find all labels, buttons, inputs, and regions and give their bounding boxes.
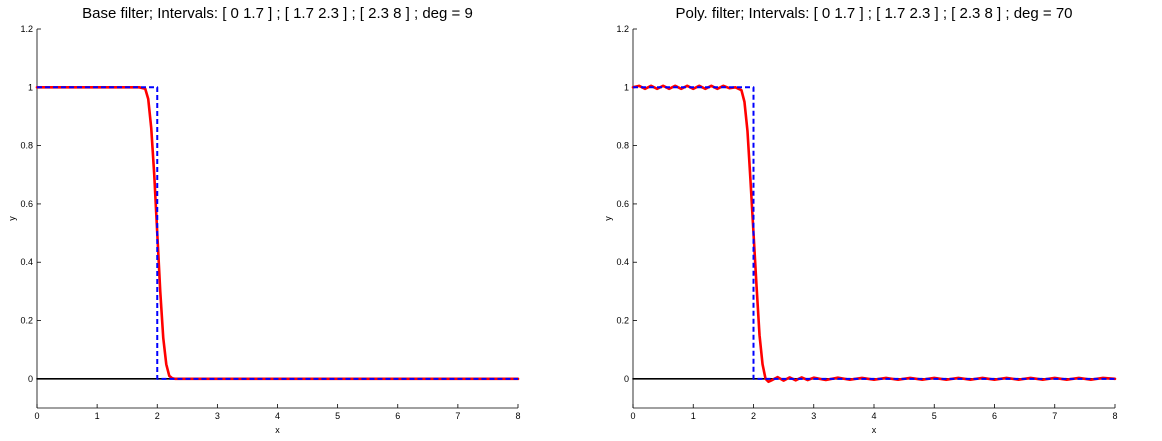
x-tick-label: 0 xyxy=(34,411,39,421)
x-tick-label: 5 xyxy=(932,411,937,421)
y-tick-label: 0.6 xyxy=(20,199,33,209)
y-axis-label: y xyxy=(7,216,17,221)
y-tick-label: 0.4 xyxy=(616,257,629,267)
chart-panel-2: Poly. filter; Intervals: [ 0 1.7 ] ; [ 1… xyxy=(603,5,1118,435)
series-ideal-dashed xyxy=(37,86,518,380)
series-filter-red xyxy=(631,84,1117,384)
y-tick-label: 1 xyxy=(624,82,629,92)
x-tick-label: 5 xyxy=(335,411,340,421)
y-tick-label: 1.2 xyxy=(616,24,629,34)
x-tick-label: 3 xyxy=(811,411,816,421)
x-tick-label: 4 xyxy=(275,411,280,421)
y-tick-label: 0.6 xyxy=(616,199,629,209)
y-tick-label: 0.2 xyxy=(616,316,629,326)
x-tick-label: 2 xyxy=(751,411,756,421)
series-filter-red xyxy=(35,86,520,381)
y-tick-label: 1.2 xyxy=(20,24,33,34)
chart-title: Poly. filter; Intervals: [ 0 1.7 ] ; [ 1… xyxy=(675,5,1072,22)
x-axis-label: x xyxy=(872,425,877,435)
x-tick-label: 6 xyxy=(395,411,400,421)
y-axis-label: y xyxy=(603,216,613,221)
chart-title: Base filter; Intervals: [ 0 1.7 ] ; [ 1.… xyxy=(82,5,473,22)
y-tick-label: 1 xyxy=(28,82,33,92)
chart-panel-1: Base filter; Intervals: [ 0 1.7 ] ; [ 1.… xyxy=(7,5,521,435)
y-tick-label: 0.8 xyxy=(616,141,629,151)
x-tick-label: 4 xyxy=(871,411,876,421)
x-tick-label: 3 xyxy=(215,411,220,421)
y-tick-label: 0.8 xyxy=(20,141,33,151)
y-tick-label: 0 xyxy=(28,374,33,384)
y-tick-label: 0.2 xyxy=(20,316,33,326)
x-tick-label: 1 xyxy=(95,411,100,421)
series-ideal-dashed xyxy=(633,86,1115,380)
x-tick-label: 2 xyxy=(155,411,160,421)
x-tick-label: 1 xyxy=(691,411,696,421)
x-tick-label: 8 xyxy=(515,411,520,421)
x-tick-label: 8 xyxy=(1112,411,1117,421)
y-tick-label: 0 xyxy=(624,374,629,384)
x-tick-label: 7 xyxy=(455,411,460,421)
x-tick-label: 6 xyxy=(992,411,997,421)
y-tick-label: 0.4 xyxy=(20,257,33,267)
x-axis-label: x xyxy=(275,425,280,435)
x-tick-label: 0 xyxy=(630,411,635,421)
x-tick-label: 7 xyxy=(1052,411,1057,421)
